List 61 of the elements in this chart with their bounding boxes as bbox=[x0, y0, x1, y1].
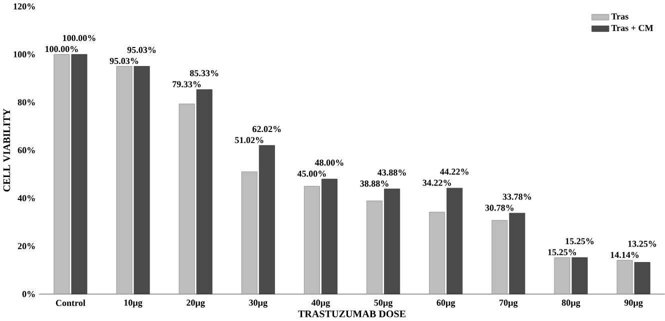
data-label: 85.33% bbox=[190, 70, 218, 76]
data-label: 34.22% bbox=[422, 180, 451, 186]
data-label: 100.00% bbox=[45, 46, 78, 52]
x-axis-title: TRASTUZUMAB DOSE bbox=[298, 310, 406, 318]
bar bbox=[322, 178, 338, 294]
bar bbox=[616, 260, 633, 294]
bar bbox=[384, 188, 400, 294]
y-axis-title: CELL VIABILITY bbox=[3, 108, 10, 192]
legend-label: Tras bbox=[611, 14, 628, 20]
data-label: 95.03% bbox=[127, 47, 156, 54]
data-label: 79.33% bbox=[172, 81, 201, 88]
data-label: 51.02% bbox=[235, 137, 264, 144]
x-tick-label: 90µg bbox=[624, 300, 643, 308]
data-label: 43.88% bbox=[377, 170, 406, 176]
y-tick-label: 80% bbox=[18, 99, 35, 106]
x-tick-label: 20µg bbox=[186, 300, 205, 308]
bar bbox=[54, 54, 70, 294]
y-tick-label: 120% bbox=[14, 4, 35, 10]
data-label: 45.00% bbox=[297, 170, 326, 177]
bar bbox=[492, 220, 508, 294]
bar bbox=[116, 66, 132, 294]
bar bbox=[304, 186, 320, 294]
x-tick-label: Control bbox=[56, 300, 86, 306]
data-label: 44.22% bbox=[440, 168, 468, 175]
data-label: 38.88% bbox=[360, 180, 388, 187]
y-tick-label: 100% bbox=[14, 51, 35, 58]
data-label: 13.25% bbox=[628, 240, 656, 248]
bar bbox=[509, 213, 526, 294]
bar bbox=[446, 188, 463, 294]
data-label: 15.25% bbox=[548, 249, 576, 256]
bar bbox=[196, 90, 212, 294]
bar bbox=[71, 54, 88, 294]
x-tick-label: 80µg bbox=[562, 300, 580, 308]
x-tick-label: 60µg bbox=[436, 300, 456, 308]
bar bbox=[178, 104, 195, 294]
bar bbox=[258, 145, 275, 294]
y-tick-label: 0% bbox=[22, 291, 35, 298]
bar bbox=[241, 172, 258, 294]
bar bbox=[634, 262, 650, 294]
data-label: 95.03% bbox=[110, 58, 138, 64]
bar bbox=[554, 258, 570, 294]
y-tick-label: 60% bbox=[18, 147, 35, 154]
data-label: 48.00% bbox=[314, 160, 344, 166]
data-label: 30.78% bbox=[485, 204, 514, 212]
x-tick-label: 70µg bbox=[500, 300, 518, 308]
data-label: 100.00% bbox=[63, 35, 96, 42]
bar bbox=[572, 258, 588, 294]
x-tick-label: 40µg bbox=[311, 300, 330, 308]
x-tick-label: 10µg bbox=[124, 300, 142, 308]
data-label: 14.14% bbox=[610, 252, 639, 258]
y-tick-label: 20% bbox=[18, 243, 35, 250]
bar bbox=[366, 200, 383, 294]
y-tick-label: 40% bbox=[18, 195, 35, 202]
data-label: 33.78% bbox=[502, 194, 532, 200]
bar bbox=[134, 66, 150, 294]
data-label: 15.25% bbox=[566, 238, 594, 244]
legend-label: Tras + CM bbox=[611, 25, 654, 32]
bar bbox=[429, 212, 446, 294]
data-label: 62.02% bbox=[252, 126, 281, 132]
x-tick-label: 30µg bbox=[249, 300, 268, 308]
x-tick-label: 50µg bbox=[374, 300, 393, 308]
